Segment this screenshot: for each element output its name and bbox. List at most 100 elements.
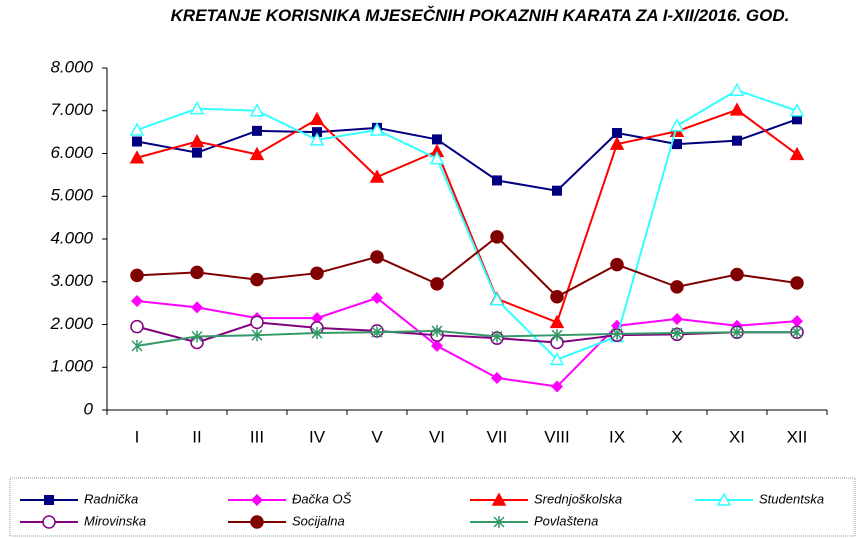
marker xyxy=(609,136,625,150)
marker xyxy=(130,268,144,283)
series-line xyxy=(136,296,798,388)
marker xyxy=(611,327,623,340)
series-line xyxy=(136,329,797,347)
x-tick-label: X xyxy=(671,427,682,446)
marker xyxy=(371,326,383,339)
y-tick-label: 0 xyxy=(84,399,94,418)
marker xyxy=(249,146,265,161)
marker xyxy=(729,102,745,116)
marker xyxy=(491,371,503,384)
marker xyxy=(670,280,684,294)
marker xyxy=(789,146,805,161)
marker xyxy=(552,185,562,196)
marker xyxy=(369,169,385,183)
marker xyxy=(309,132,325,146)
marker xyxy=(791,315,803,328)
marker xyxy=(729,82,745,96)
marker xyxy=(431,339,443,352)
series-line xyxy=(136,118,798,192)
y-tick-label: 5.000 xyxy=(50,186,93,205)
y-tick-label: 1.000 xyxy=(50,357,93,376)
x-tick-label: XI xyxy=(729,427,745,446)
marker xyxy=(310,266,324,280)
series-line xyxy=(136,89,798,361)
marker xyxy=(249,103,265,117)
legend-box xyxy=(9,477,856,537)
marker xyxy=(716,492,732,506)
marker xyxy=(671,312,683,325)
x-tick-label: II xyxy=(192,427,201,446)
marker xyxy=(790,276,804,290)
marker xyxy=(610,257,624,272)
marker xyxy=(251,329,263,342)
marker xyxy=(491,492,507,506)
marker xyxy=(789,103,805,117)
marker xyxy=(549,314,565,329)
marker xyxy=(129,150,145,164)
marker xyxy=(251,494,263,506)
marker xyxy=(491,330,503,343)
marker xyxy=(432,134,442,145)
marker xyxy=(192,147,202,158)
x-tick-label: IV xyxy=(309,427,326,446)
marker xyxy=(550,289,564,304)
marker xyxy=(791,326,803,339)
marker xyxy=(131,294,143,307)
series-line xyxy=(136,108,798,324)
marker xyxy=(189,133,205,148)
y-tick-label: 3.000 xyxy=(50,271,93,290)
y-tick-label: 6.000 xyxy=(50,143,93,162)
legend-label: Socijalna xyxy=(292,513,345,528)
x-tick-label: VIII xyxy=(544,427,570,446)
marker xyxy=(191,301,203,314)
marker xyxy=(311,327,323,340)
marker xyxy=(369,122,385,136)
marker xyxy=(493,516,505,528)
marker xyxy=(492,175,502,186)
marker xyxy=(730,267,744,282)
marker xyxy=(732,135,742,146)
marker xyxy=(489,292,505,306)
marker xyxy=(612,127,622,138)
legend-label: Povlaštena xyxy=(534,513,598,528)
marker xyxy=(42,515,56,529)
marker xyxy=(189,101,205,115)
marker xyxy=(309,111,325,126)
x-tick-label: III xyxy=(250,427,264,446)
marker xyxy=(672,139,682,150)
x-tick-label: VII xyxy=(487,427,508,446)
marker xyxy=(669,118,685,132)
legend-label: Mirovinska xyxy=(84,513,146,528)
marker xyxy=(430,277,444,291)
legend-label: Studentska xyxy=(759,491,824,506)
marker xyxy=(792,114,802,125)
marker xyxy=(312,127,322,138)
marker xyxy=(551,380,563,393)
series-line xyxy=(136,321,797,344)
marker xyxy=(44,495,54,505)
marker xyxy=(130,319,144,334)
marker xyxy=(490,230,504,244)
marker xyxy=(551,329,563,342)
marker xyxy=(549,351,565,366)
marker xyxy=(370,250,384,264)
marker xyxy=(250,272,264,287)
marker xyxy=(250,515,264,529)
marker xyxy=(429,151,445,165)
x-tick-label: IX xyxy=(609,427,625,446)
y-tick-label: 2.000 xyxy=(49,314,93,333)
marker xyxy=(190,265,204,280)
legend-label: Radnička xyxy=(84,491,138,506)
marker xyxy=(311,312,323,325)
y-tick-label: 8.000 xyxy=(50,57,93,76)
x-tick-label: XII xyxy=(787,427,808,446)
legend-label: Srednjoškolska xyxy=(534,491,622,506)
x-tick-label: VI xyxy=(429,427,445,446)
y-tick-label: 7.000 xyxy=(50,100,93,119)
marker xyxy=(431,324,443,337)
legend-label: Đačka OŠ xyxy=(292,491,352,506)
marker xyxy=(250,315,264,330)
marker xyxy=(129,122,145,136)
